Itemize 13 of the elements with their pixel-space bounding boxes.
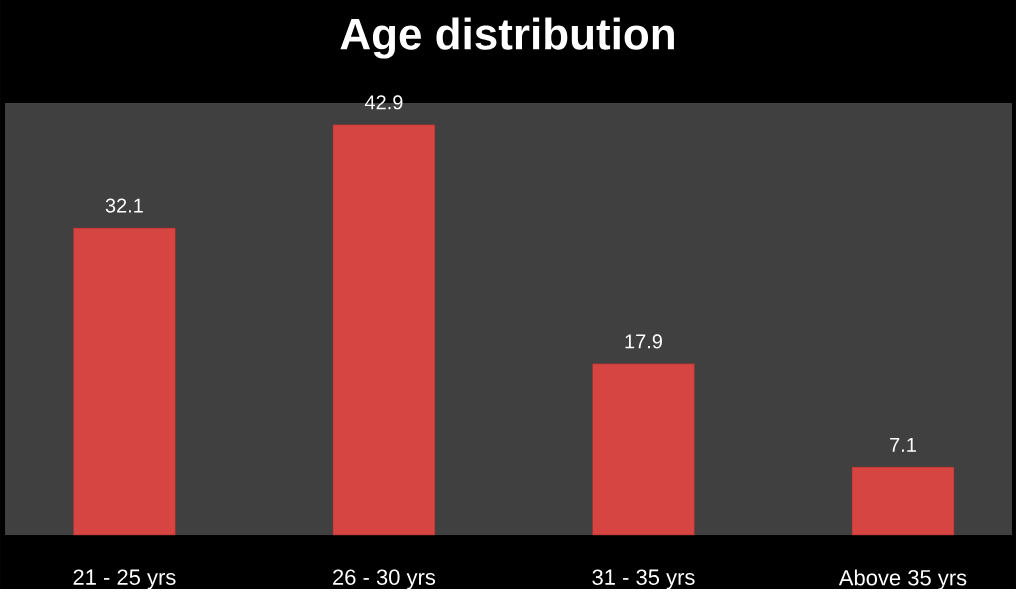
x-tick-label: 26 - 30 yrs: [333, 569, 436, 590]
chart-title: Age distribution: [340, 17, 674, 59]
x-tick-label: 31 - 35 yrs: [592, 569, 695, 590]
bar: [592, 363, 695, 536]
bar: [851, 466, 955, 536]
data-label: 7.1: [890, 437, 916, 452]
bar: [73, 227, 176, 536]
data-label: 32.1: [105, 198, 143, 213]
data-label: 17.9: [625, 334, 662, 349]
x-tick-label: 21 - 25 yrs: [73, 569, 176, 590]
data-label: 42.9: [364, 95, 403, 110]
x-tick-label: Above 35 yrs: [838, 569, 967, 590]
bar: [332, 124, 436, 536]
